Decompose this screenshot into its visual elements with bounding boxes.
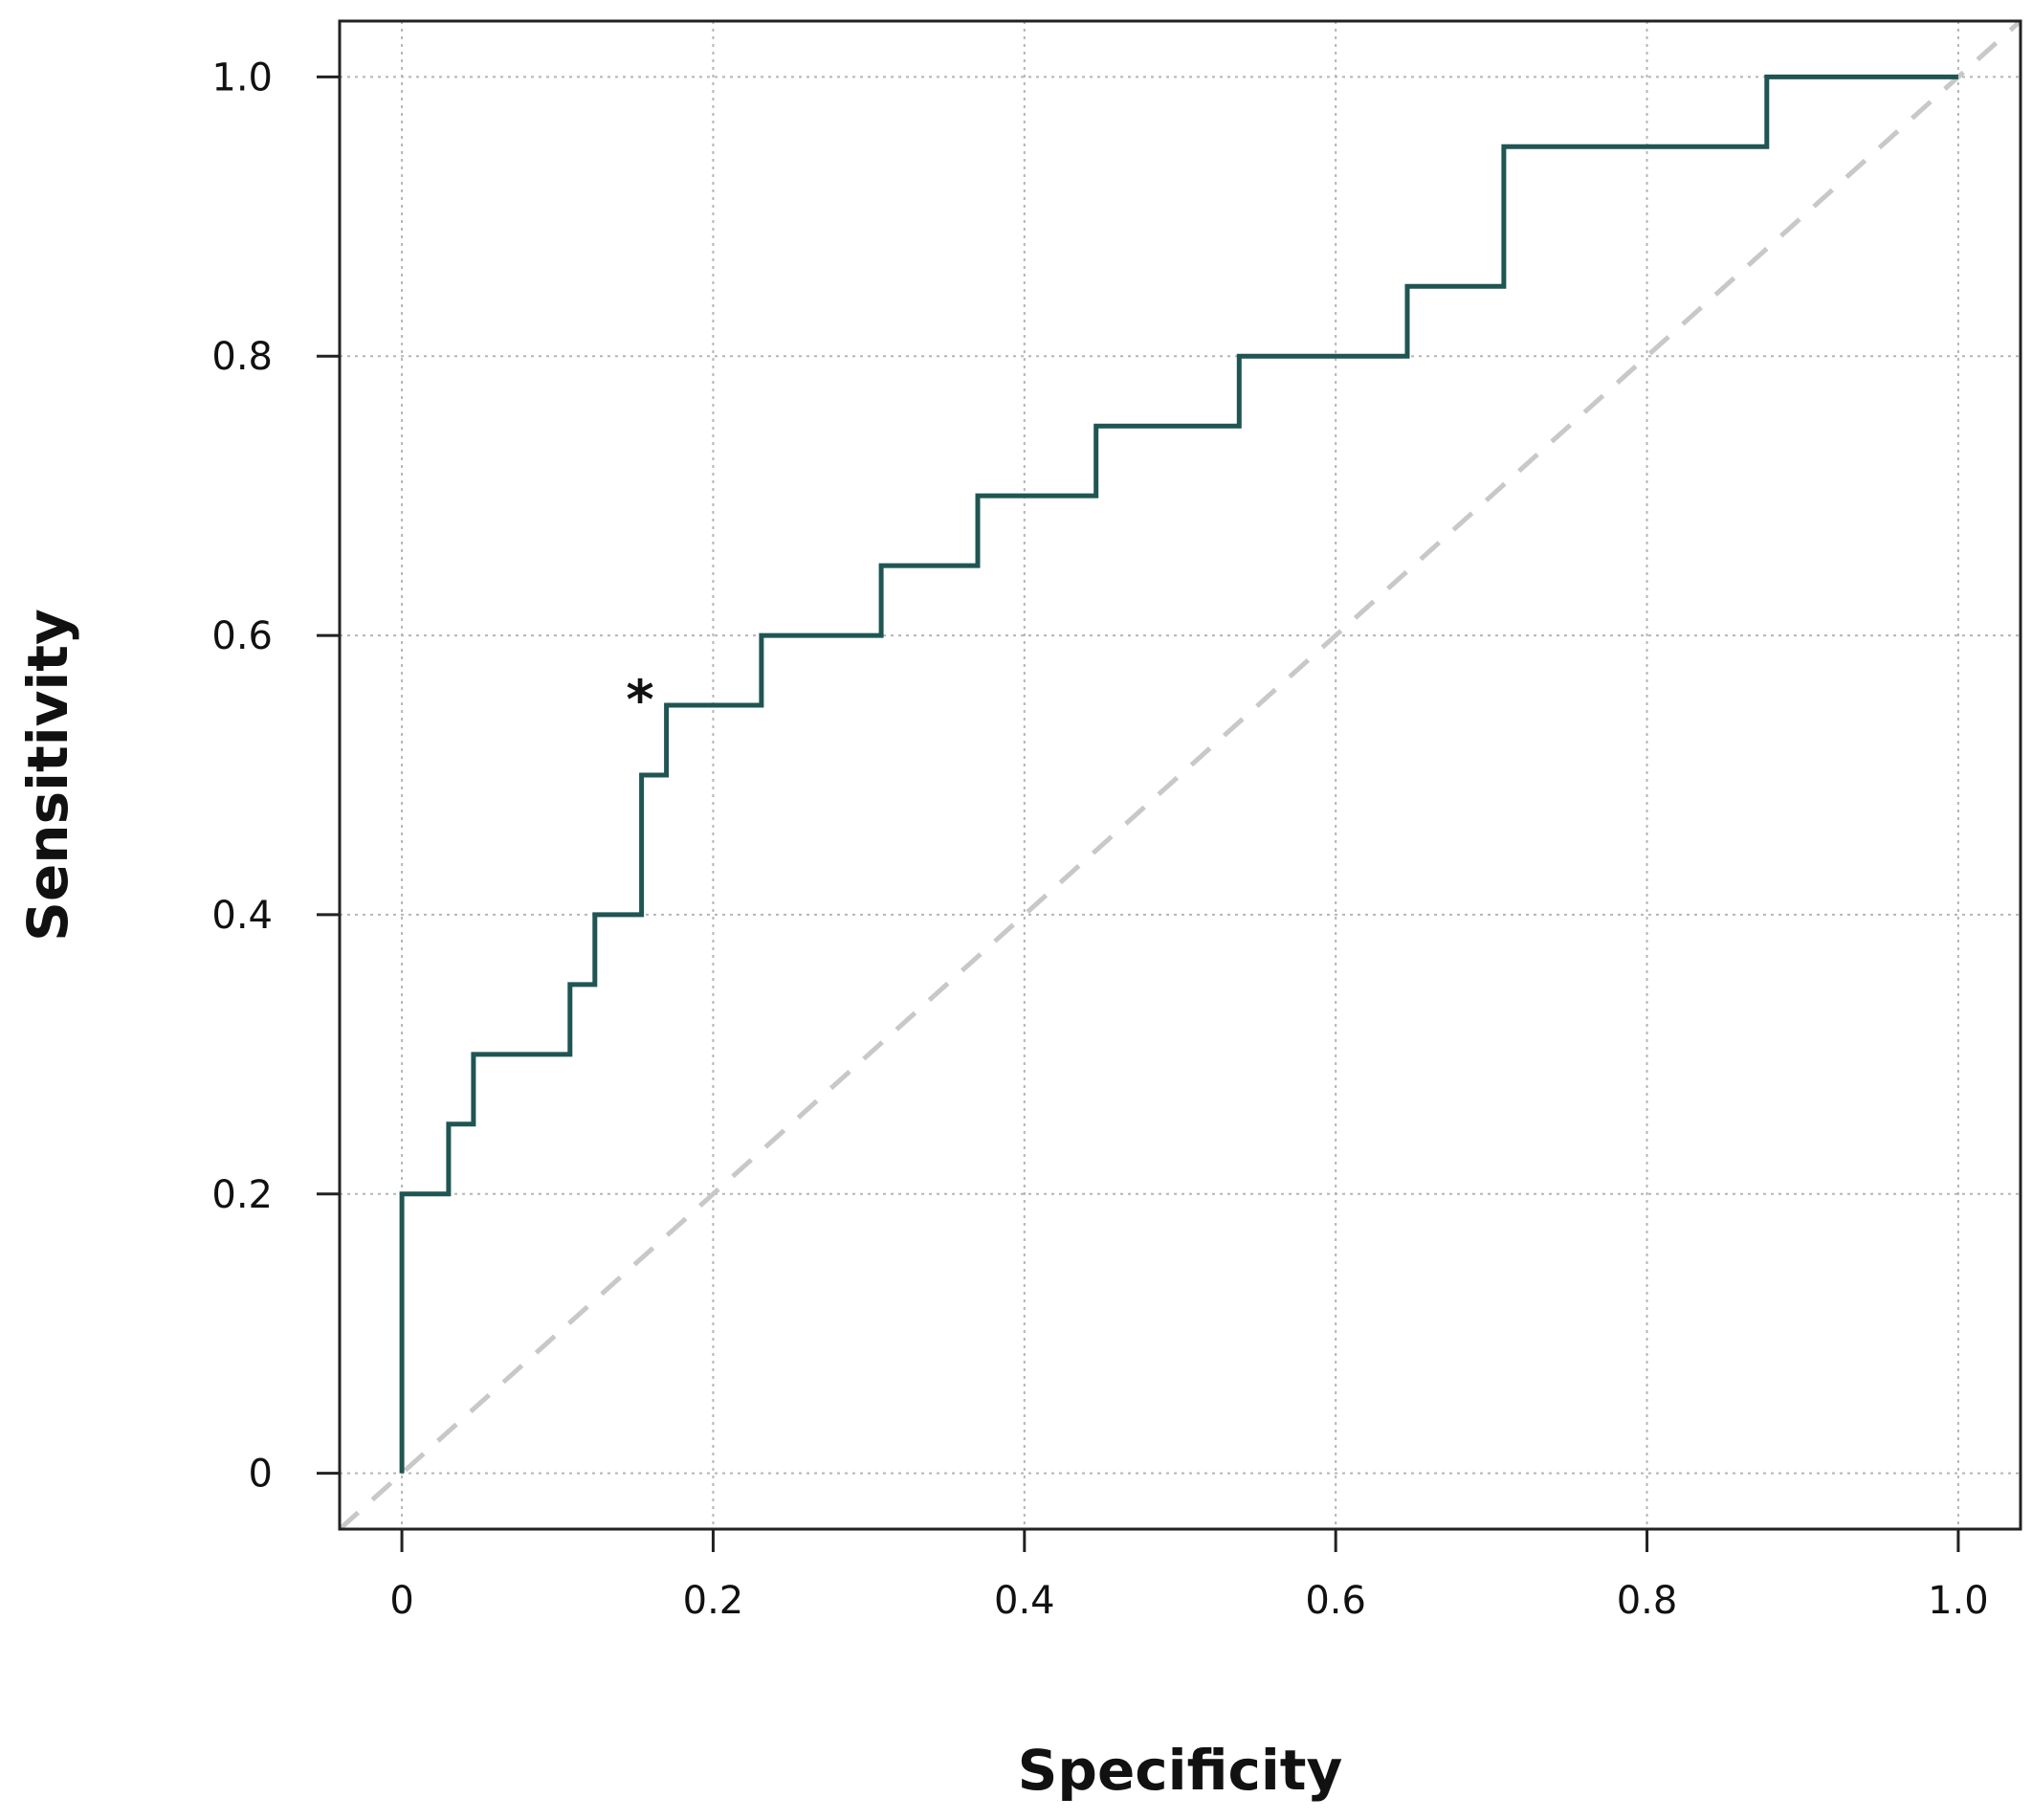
x-tick-label: 0.8 [1617,1579,1678,1623]
roc-curve-line [399,74,1958,1474]
annotations: * [626,669,653,731]
x-axis-ticks: 0 0.2 0.4 0.6 0.8 1.0 [389,1529,1989,1623]
y-tick-label: 1.0 [211,55,273,100]
reference-diagonal-line [338,19,2022,1531]
x-tick-label: 0.4 [994,1579,1055,1623]
x-tick-label: 0.6 [1305,1579,1366,1623]
roc-curve-layer [399,74,1958,1474]
y-tick-label: 0.2 [211,1173,273,1217]
x-axis-title: Specificity [1018,1738,1343,1803]
x-tick-label: 0.2 [683,1579,744,1623]
reference-diagonal-layer [338,19,2022,1531]
y-axis-title: Sensitivity [15,609,80,942]
y-axis-ticks: 0 0.2 0.4 0.6 0.8 1.0 [211,55,340,1497]
grid [340,21,2021,1529]
x-tick-label: 1.0 [1928,1579,1989,1623]
y-tick-label: 0.6 [211,614,273,658]
y-tick-label: 0.4 [211,894,273,938]
optimal-cutoff-marker: * [626,669,653,731]
x-tick-label: 0 [389,1579,413,1623]
plot-frame [338,19,2022,1531]
y-tick-label: 0 [249,1453,273,1497]
y-tick-label: 0.8 [211,335,273,379]
